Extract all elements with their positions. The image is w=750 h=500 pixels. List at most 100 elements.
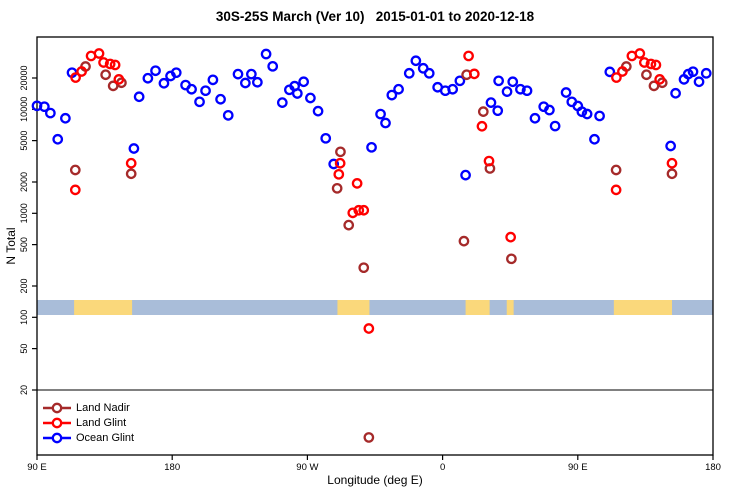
data-point xyxy=(128,143,140,154)
data-point xyxy=(215,93,226,105)
legend xyxy=(43,402,71,444)
data-point xyxy=(260,48,272,60)
data-point xyxy=(460,169,471,181)
y-tick-label: 2000 xyxy=(19,172,29,192)
x-axis-label: Longitude (deg E) xyxy=(327,473,423,487)
data-point xyxy=(693,76,705,88)
data-point xyxy=(515,83,526,95)
data-point xyxy=(634,48,646,59)
data-point xyxy=(276,97,288,108)
data-point xyxy=(380,117,391,129)
chart-title: 30S-25S March (Ver 10) 2015-01-01 to 202… xyxy=(215,9,535,24)
data-point xyxy=(687,66,699,78)
data-point xyxy=(665,140,676,152)
data-point xyxy=(305,92,316,104)
data-point xyxy=(670,87,681,99)
data-point xyxy=(158,77,170,89)
legend-marker xyxy=(51,417,63,429)
data-point xyxy=(69,164,81,176)
data-point xyxy=(410,55,422,67)
data-point xyxy=(403,67,415,79)
land-segment xyxy=(465,300,490,315)
data-point xyxy=(366,141,377,153)
y-tick-label: 5000 xyxy=(19,131,29,151)
land-segment xyxy=(506,300,514,315)
data-point xyxy=(458,235,470,247)
data-point xyxy=(93,48,105,59)
data-point xyxy=(666,168,678,180)
legend-marker xyxy=(51,402,63,414)
data-point xyxy=(610,164,622,176)
data-point xyxy=(133,91,145,103)
data-point xyxy=(638,57,650,68)
data-point xyxy=(501,86,513,97)
data-point xyxy=(232,68,244,80)
series-land-glint xyxy=(69,48,678,334)
y-axis-label: N Total xyxy=(4,227,18,265)
data-point xyxy=(363,432,375,443)
data-point xyxy=(447,83,459,95)
data-point xyxy=(109,59,121,71)
data-point xyxy=(549,120,561,132)
data-point xyxy=(76,66,87,77)
data-point xyxy=(142,72,154,84)
x-tick-label: 90 E xyxy=(568,462,588,473)
data-point xyxy=(492,105,504,117)
data-point xyxy=(98,57,109,68)
data-point xyxy=(581,108,593,120)
data-point xyxy=(493,75,504,87)
series-ocean-glint xyxy=(31,48,712,181)
data-point xyxy=(507,76,519,88)
data-point xyxy=(125,168,137,180)
y-tick-label: 20 xyxy=(19,385,29,395)
data-point xyxy=(125,157,137,169)
data-point xyxy=(505,231,517,243)
data-point xyxy=(375,108,386,120)
data-point xyxy=(454,75,466,87)
data-point xyxy=(334,157,346,169)
data-point xyxy=(506,253,517,265)
data-point xyxy=(150,65,161,77)
data-point xyxy=(170,67,182,79)
data-point xyxy=(476,120,488,132)
data-point xyxy=(576,106,588,118)
data-point xyxy=(641,69,652,81)
land-segment xyxy=(337,300,370,315)
y-tick-label: 10000 xyxy=(19,97,29,122)
data-point xyxy=(521,85,533,97)
x-tick-label: 90 E xyxy=(27,462,47,473)
legend-label-land-nadir: Land Nadir xyxy=(76,402,130,414)
data-point xyxy=(529,112,541,124)
data-point xyxy=(207,74,219,86)
legend-marker xyxy=(51,432,63,444)
data-point xyxy=(483,155,495,167)
y-tick-label: 200 xyxy=(19,278,29,293)
data-point xyxy=(477,106,489,117)
data-point xyxy=(312,105,324,117)
data-point xyxy=(100,69,112,81)
data-point xyxy=(589,133,600,145)
data-point xyxy=(594,110,605,122)
land-segment xyxy=(74,300,133,315)
data-point xyxy=(194,96,205,108)
data-point xyxy=(246,68,257,80)
x-tick-label: 0 xyxy=(440,462,445,473)
data-point xyxy=(240,77,251,89)
y-axis: 20 50 100 200 500 1000 2000 5000 10000 20000 xyxy=(19,65,37,395)
y-tick-label: 500 xyxy=(19,237,29,252)
legend-label-ocean-glint: Ocean Glint xyxy=(76,432,135,444)
data-point xyxy=(60,112,71,124)
data-point xyxy=(611,72,622,83)
data-point xyxy=(363,323,375,334)
data-point xyxy=(69,184,81,196)
data-point xyxy=(393,83,404,95)
data-point xyxy=(666,157,678,169)
data-point xyxy=(353,204,365,216)
data-point xyxy=(113,74,125,85)
data-point xyxy=(104,58,116,70)
data-point xyxy=(463,50,474,62)
data-point xyxy=(222,109,234,121)
y-tick-label: 50 xyxy=(19,344,29,354)
